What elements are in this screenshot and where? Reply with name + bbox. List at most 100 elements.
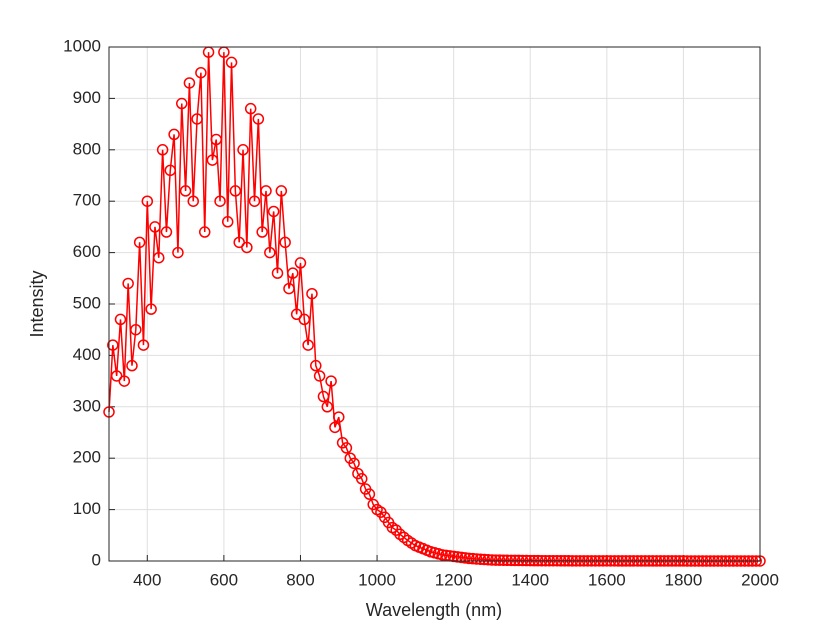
data-point (107, 339, 119, 351)
data-point (110, 370, 123, 382)
data-point (122, 277, 134, 290)
y-tick-label: 100 (73, 499, 101, 518)
data-point (137, 339, 150, 351)
data-point (509, 554, 521, 567)
data-point (490, 554, 502, 566)
x-tick-label: 800 (286, 570, 314, 589)
data-point (160, 226, 173, 238)
y-tick-label: 0 (92, 550, 101, 569)
data-point (126, 359, 138, 372)
data-point (451, 551, 464, 563)
data-point (244, 102, 257, 115)
y-tick-label: 900 (73, 88, 101, 107)
x-axis-label: Wavelength (nm) (366, 600, 502, 620)
data-point (229, 185, 242, 197)
data-point (118, 375, 131, 387)
data-point (313, 370, 326, 382)
data-point (260, 185, 272, 197)
data-point (225, 56, 238, 69)
data-point (501, 554, 514, 567)
data-point (325, 375, 337, 387)
y-tick-label: 800 (73, 139, 101, 158)
data-point (298, 313, 311, 326)
data-point (145, 303, 157, 315)
data-point (348, 457, 360, 470)
data-point (493, 554, 506, 566)
data-point (440, 549, 452, 562)
data-point (463, 552, 475, 565)
data-point (241, 241, 253, 254)
data-point (130, 323, 142, 336)
x-tick-label: 1400 (511, 570, 549, 589)
data-point (114, 313, 127, 326)
data-point (482, 553, 494, 566)
data-point (183, 77, 196, 89)
data-point (287, 267, 299, 279)
data-point (256, 226, 268, 238)
data-point (275, 185, 288, 197)
data-point (467, 552, 479, 565)
data-point (179, 185, 192, 197)
data-point (191, 113, 203, 125)
data-point (149, 221, 161, 233)
data-point (470, 553, 483, 565)
data-point (317, 390, 330, 403)
data-point (283, 282, 295, 295)
data-point (478, 553, 491, 566)
data-point (233, 236, 245, 249)
data-point (206, 154, 219, 166)
x-tick-label: 400 (133, 570, 161, 589)
data-point (505, 554, 517, 567)
data-point (172, 246, 184, 259)
data-point (252, 113, 265, 125)
data-point (141, 195, 154, 207)
data-point (237, 144, 249, 156)
x-tick-label: 1600 (588, 570, 626, 589)
data-point (133, 236, 146, 249)
data-point (436, 549, 448, 561)
data-point (279, 236, 291, 249)
data-point (497, 554, 510, 566)
x-tick-label: 2000 (741, 570, 779, 589)
y-tick-label: 1000 (63, 36, 101, 55)
y-tick-label: 700 (73, 191, 101, 210)
data-point (363, 488, 376, 500)
axes-box (108, 46, 761, 562)
data-point (329, 421, 341, 434)
data-point (310, 359, 322, 372)
data-point (267, 205, 280, 218)
y-tick-label: 400 (73, 345, 101, 364)
y-axis-label: Intensity (27, 270, 47, 337)
x-tick-label: 600 (210, 570, 238, 589)
data-point (290, 308, 303, 321)
data-point (321, 401, 334, 413)
y-tick-label: 600 (73, 242, 101, 261)
data-point (221, 216, 234, 228)
data-point (302, 339, 314, 351)
data-point (168, 128, 180, 141)
x-tick-label: 1200 (435, 570, 473, 589)
data-point (306, 287, 318, 300)
data-point (512, 554, 525, 567)
data-point (340, 442, 353, 454)
data-point (156, 144, 169, 156)
data-point (176, 97, 188, 110)
data-point (153, 251, 165, 264)
x-tick-label: 1800 (664, 570, 702, 589)
data-point (333, 411, 345, 423)
data-point (474, 553, 487, 565)
data-point (455, 551, 468, 564)
y-tick-label: 200 (73, 448, 101, 467)
data-point (264, 246, 276, 259)
data-point (355, 473, 368, 485)
x-tick-label: 1000 (358, 570, 396, 589)
data-point (198, 226, 211, 238)
data-point (248, 195, 261, 207)
data-point (214, 195, 226, 207)
data-point (164, 164, 177, 177)
data-point (210, 133, 222, 146)
data-point (187, 195, 199, 207)
y-tick-label: 500 (73, 293, 101, 312)
data-point (294, 257, 307, 269)
